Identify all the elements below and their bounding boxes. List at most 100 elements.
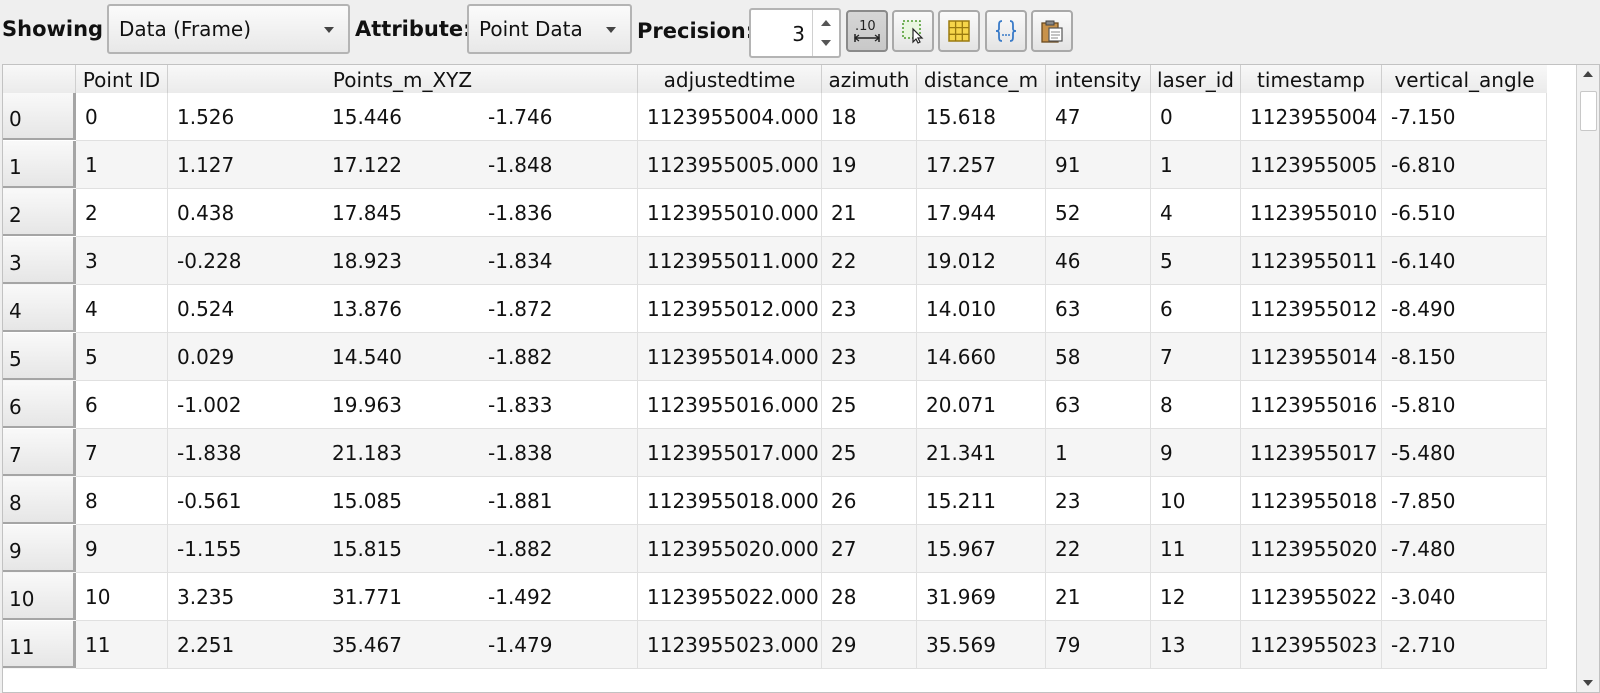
row-header[interactable]: 6 (3, 381, 76, 428)
cell-point-id[interactable]: 2 (76, 189, 168, 237)
cell-point-id[interactable]: 1 (76, 141, 168, 189)
cell-adjustedtime[interactable]: 1123955011.000 (638, 237, 822, 285)
cell-intensity[interactable]: 1 (1046, 429, 1151, 477)
row-header[interactable]: 7 (3, 429, 76, 476)
cell-adjustedtime[interactable]: 1123955005.000 (638, 141, 822, 189)
cell-distance[interactable]: 17.257 (917, 141, 1046, 189)
spin-buttons[interactable] (812, 10, 839, 56)
cell-point-y[interactable]: 35.467 (323, 621, 479, 669)
row-header[interactable]: 8 (3, 477, 76, 524)
cell-point-x[interactable]: -0.561 (168, 477, 323, 525)
cell-azimuth[interactable]: 25 (822, 381, 917, 429)
cell-azimuth[interactable]: 23 (822, 333, 917, 381)
cell-timestamp[interactable]: 1123955016 (1241, 381, 1382, 429)
cell-vertical-angle[interactable]: -5.810 (1382, 381, 1547, 429)
cell-point-x[interactable]: 1.526 (168, 93, 323, 141)
cell-point-y[interactable]: 14.540 (323, 333, 479, 381)
cell-point-x[interactable]: 3.235 (168, 573, 323, 621)
cell-point-z[interactable]: -1.746 (479, 93, 638, 141)
column-header-points-xyz[interactable]: Points_m_XYZ (168, 65, 638, 93)
row-header[interactable]: 2 (3, 189, 76, 236)
cell-point-id[interactable]: 10 (76, 573, 168, 621)
spin-up-icon[interactable] (821, 20, 831, 26)
cell-timestamp[interactable]: 1123955022 (1241, 573, 1382, 621)
table-row[interactable]: 7 7 -1.838 21.183 -1.838 1123955017.000 25 21.3… (3, 429, 1547, 477)
column-header-laser-id[interactable]: laser_id (1151, 65, 1241, 93)
scroll-up-icon[interactable] (1583, 71, 1593, 77)
cell-point-z[interactable]: -1.833 (479, 381, 638, 429)
cell-point-x[interactable]: -1.155 (168, 525, 323, 573)
cell-point-z[interactable]: -1.492 (479, 573, 638, 621)
column-header-distance[interactable]: distance_m (917, 65, 1046, 93)
cell-distance[interactable]: 14.010 (917, 285, 1046, 333)
cell-laser-id[interactable]: 10 (1151, 477, 1241, 525)
cell-point-y[interactable]: 21.183 (323, 429, 479, 477)
cell-timestamp[interactable]: 1123955014 (1241, 333, 1382, 381)
cell-vertical-angle[interactable]: -2.710 (1382, 621, 1547, 669)
showing-combobox[interactable]: Data (Frame) (107, 4, 350, 54)
cell-vertical-angle[interactable]: -7.150 (1382, 93, 1547, 141)
cell-point-y[interactable]: 17.845 (323, 189, 479, 237)
table-row[interactable]: 0 0 1.526 15.446 -1.746 1123955004.000 18 15.61… (3, 93, 1547, 141)
cell-point-id[interactable]: 5 (76, 333, 168, 381)
cell-intensity[interactable]: 63 (1046, 285, 1151, 333)
spin-down-icon[interactable] (821, 40, 831, 46)
cell-intensity[interactable]: 79 (1046, 621, 1151, 669)
cell-azimuth[interactable]: 23 (822, 285, 917, 333)
cell-vertical-angle[interactable]: -6.810 (1382, 141, 1547, 189)
cell-distance[interactable]: 20.071 (917, 381, 1046, 429)
python-expression-button[interactable] (985, 10, 1027, 52)
fixed-precision-button[interactable]: .10 (846, 10, 888, 52)
column-header-timestamp[interactable]: timestamp (1241, 65, 1382, 93)
cell-point-z[interactable]: -1.882 (479, 525, 638, 573)
cell-intensity[interactable]: 91 (1046, 141, 1151, 189)
cell-distance[interactable]: 15.211 (917, 477, 1046, 525)
cell-laser-id[interactable]: 11 (1151, 525, 1241, 573)
cell-point-x[interactable]: 1.127 (168, 141, 323, 189)
cell-point-y[interactable]: 31.771 (323, 573, 479, 621)
cell-intensity[interactable]: 23 (1046, 477, 1151, 525)
cell-point-x[interactable]: -1.838 (168, 429, 323, 477)
cell-point-y[interactable]: 13.876 (323, 285, 479, 333)
cell-point-x[interactable]: 0.438 (168, 189, 323, 237)
spreadsheet-view-button[interactable] (938, 10, 980, 52)
cell-laser-id[interactable]: 9 (1151, 429, 1241, 477)
cell-point-y[interactable]: 15.446 (323, 93, 479, 141)
cell-distance[interactable]: 14.660 (917, 333, 1046, 381)
column-header-adjustedtime[interactable]: adjustedtime (638, 65, 822, 93)
cell-point-y[interactable]: 17.122 (323, 141, 479, 189)
table-row[interactable]: 5 5 0.029 14.540 -1.882 1123955014.000 23 14.66… (3, 333, 1547, 381)
cell-laser-id[interactable]: 7 (1151, 333, 1241, 381)
cell-vertical-angle[interactable]: -8.150 (1382, 333, 1547, 381)
cell-vertical-angle[interactable]: -6.510 (1382, 189, 1547, 237)
cell-point-y[interactable]: 19.963 (323, 381, 479, 429)
column-header-intensity[interactable]: intensity (1046, 65, 1151, 93)
cell-timestamp[interactable]: 1123955018 (1241, 477, 1382, 525)
cell-point-x[interactable]: 0.524 (168, 285, 323, 333)
cell-distance[interactable]: 21.341 (917, 429, 1046, 477)
cell-azimuth[interactable]: 29 (822, 621, 917, 669)
cell-azimuth[interactable]: 28 (822, 573, 917, 621)
cell-timestamp[interactable]: 1123955010 (1241, 189, 1382, 237)
cell-adjustedtime[interactable]: 1123955010.000 (638, 189, 822, 237)
cell-adjustedtime[interactable]: 1123955014.000 (638, 333, 822, 381)
table-row[interactable]: 1 1 1.127 17.122 -1.848 1123955005.000 19 17.25… (3, 141, 1547, 189)
cell-point-y[interactable]: 15.815 (323, 525, 479, 573)
column-header-azimuth[interactable]: azimuth (822, 65, 917, 93)
table-row[interactable]: 9 9 -1.155 15.815 -1.882 1123955020.000 27 15.9… (3, 525, 1547, 573)
cell-point-z[interactable]: -1.834 (479, 237, 638, 285)
cell-point-z[interactable]: -1.848 (479, 141, 638, 189)
cell-timestamp[interactable]: 1123955011 (1241, 237, 1382, 285)
row-header[interactable]: 0 (3, 93, 76, 140)
cell-adjustedtime[interactable]: 1123955016.000 (638, 381, 822, 429)
precision-spinbox[interactable]: 3 (749, 8, 841, 58)
cell-point-id[interactable]: 11 (76, 621, 168, 669)
cell-distance[interactable]: 31.969 (917, 573, 1046, 621)
row-header[interactable]: 11 (3, 621, 76, 668)
cell-laser-id[interactable]: 5 (1151, 237, 1241, 285)
cell-laser-id[interactable]: 8 (1151, 381, 1241, 429)
cell-laser-id[interactable]: 1 (1151, 141, 1241, 189)
row-header[interactable]: 3 (3, 237, 76, 284)
cell-point-z[interactable]: -1.836 (479, 189, 638, 237)
cell-distance[interactable]: 15.618 (917, 93, 1046, 141)
